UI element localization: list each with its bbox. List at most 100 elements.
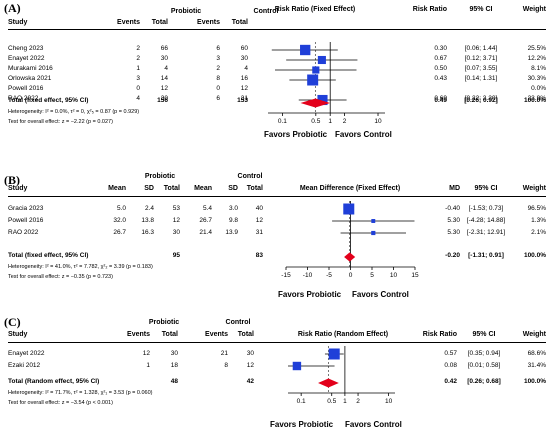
weight-value: 2.1% [531,229,546,236]
data-cell: 21.4 [199,229,212,236]
forest-plot-b: -15 -10 -5 0 5 10 15 [281,201,419,279]
study-square [292,361,302,371]
overall-effect-text: Test for overall effect: z = −3.54 (p < … [8,400,113,406]
events-header: Events [205,331,228,338]
x-tick-label: 10 [390,272,398,279]
overall-effect-text: Test for overall effect: z = −2.22 (p = … [8,119,113,125]
total-ci: [-1.31; 0.91] [468,252,504,259]
effect-value: 0.08 [444,362,457,369]
study-name: Cheng 2023 [8,45,44,52]
data-cell: 6 [216,45,220,52]
data-cell: 30 [172,229,180,236]
group1-header: Probiotic [148,319,180,326]
data-cell: 66 [160,45,168,52]
weight-value: 23.9% [527,95,546,102]
total-label: Total (fixed effect, 95% CI) [8,97,89,104]
data-cell: 16.3 [141,229,154,236]
favors-left-label: Favors Probiotic [278,290,342,299]
data-cell: 18 [170,362,178,369]
forest-panel-c: (C) Probiotic Control Study Events Total… [0,310,550,435]
study-header: Study [8,185,28,192]
data-cell: 12 [172,217,180,224]
data-cell: 4 [244,65,248,72]
forest-panel-b: (B) Probiotic Control Study Mean SD Tota… [0,145,550,310]
data-cell: 21 [220,350,228,357]
study-square [317,94,328,106]
effect-value: 0.43 [434,75,447,82]
mean-header: Mean [108,185,126,192]
data-cell: 8 [224,362,228,369]
header-rule [8,196,546,197]
study-name: RAO 2022 [8,95,39,102]
ci-value: [0.01; 0.58] [467,362,501,369]
group1-header: Probiotic [144,173,176,180]
pooled-diamond [344,252,356,262]
favors-right-label: Favors Control [345,420,402,429]
data-cell: 5.4 [202,205,212,212]
total-weight: 100.0% [523,97,546,104]
panel-label: (B) [4,173,20,187]
events-header: Events [117,19,140,26]
ci-value: [0.07; 3.55] [464,65,498,72]
total-weight: 100.0% [523,252,546,259]
total-ci: [0.26; 0.92] [464,97,498,104]
ci-value: [0.06; 1.44] [464,45,498,52]
x-tick-label: 1 [343,398,347,405]
group2-header: Control [253,8,279,15]
effect-header: Risk Ratio [422,331,457,338]
total-n1: 48 [170,378,178,385]
data-cell: 12 [160,85,168,92]
data-cell: 31 [255,229,263,236]
data-cell: 26.7 [199,217,212,224]
total-header: Total [231,19,248,26]
study-square [312,66,320,74]
panel-label: (A) [4,1,21,15]
weight-value: 30.3% [527,75,546,82]
group1-header: Probiotic [170,8,202,15]
effect-value: 0.57 [444,350,457,357]
x-tick-label: 2 [343,118,347,125]
data-cell: 2 [136,55,140,62]
x-tick-label: -10 [303,272,313,279]
ci-value: [0.12; 3.71] [464,55,498,62]
data-cell: 1 [146,362,150,369]
data-cell: 12 [255,217,263,224]
effect-value: -0.40 [445,205,460,212]
data-cell: 30 [160,95,168,102]
data-cell: 3 [216,55,220,62]
study-square [343,203,355,215]
events-header: Events [127,331,150,338]
total-label: Total (fixed effect, 95% CI) [8,252,89,259]
total-label: Total (Random effect, 95% CI) [8,378,100,385]
study-name: Powell 2016 [8,85,44,92]
x-tick-label: 10 [385,398,393,405]
total-effect: 0.49 [434,97,447,104]
header-rule [8,342,546,343]
ci-value: [0.22; 2.20] [464,95,498,102]
weight-header: Weight [522,331,546,338]
total-header: Total [237,331,254,338]
heterogeneity-text: Heterogeneity: I² = 41.0%, τ² = 7.782, χ… [8,264,153,270]
pooled-diamond [318,378,339,388]
study-square [328,348,340,360]
effect-value: 0.67 [434,55,447,62]
total-n1: 95 [172,252,180,259]
data-cell: 31 [240,95,248,102]
sd-header: SD [144,185,154,192]
data-cell: 30 [170,350,178,357]
effect-value: 0.30 [434,45,447,52]
weight-header: Weight [522,6,546,13]
weight-value: 25.5% [527,45,546,52]
x-tick-label: 0.1 [278,118,287,125]
x-tick-label: 1 [328,118,332,125]
x-tick-label: 0.5 [311,118,320,125]
data-cell: 53 [172,205,180,212]
study-name: RAO 2022 [8,229,39,236]
ci-value: [0.14; 1.31] [464,75,498,82]
study-name: Murakami 2016 [8,65,53,72]
group2-header: Control [237,173,263,180]
events-header: Events [197,19,220,26]
total-n2: 42 [246,378,254,385]
data-cell: 0 [216,85,220,92]
data-cell: 9.8 [228,217,238,224]
